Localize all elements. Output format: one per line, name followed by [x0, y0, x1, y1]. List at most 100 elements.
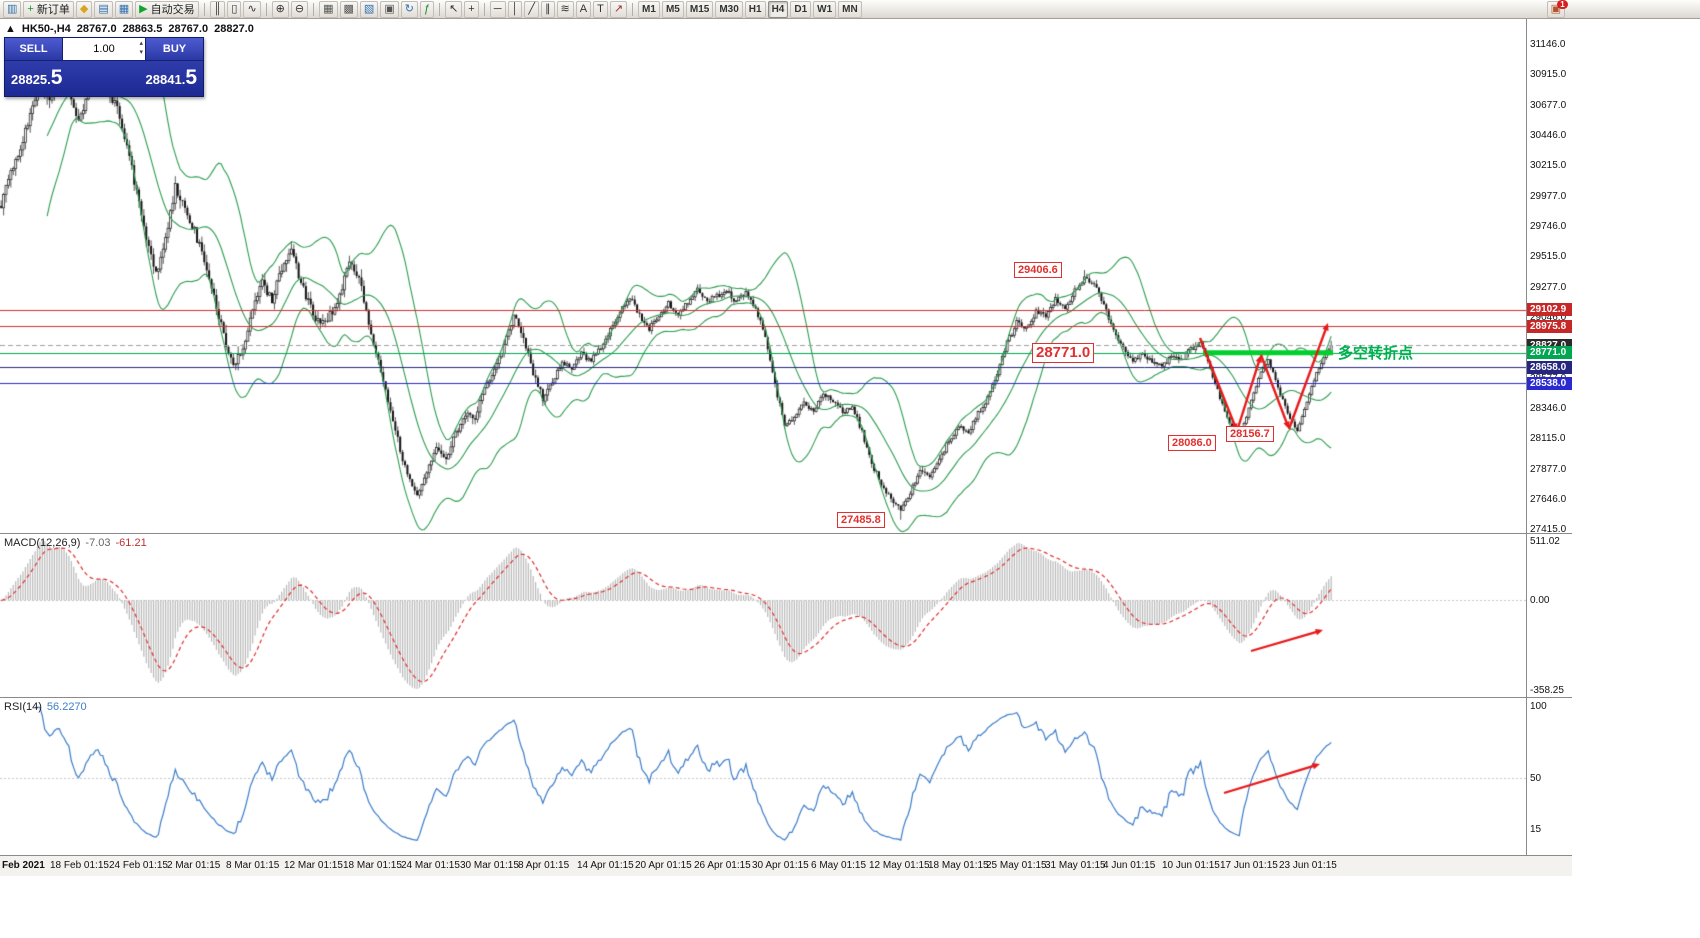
indicators-icon[interactable]: ƒ	[419, 0, 435, 18]
line-chart-icon[interactable]: ∿	[243, 0, 261, 18]
time-axis-label: 30 Apr 01:15	[752, 860, 809, 871]
price-axis-label: 29515.0	[1530, 251, 1567, 263]
price-axis-label: 27877.0	[1530, 463, 1567, 475]
bars-chart-icon[interactable]: ║	[209, 0, 226, 18]
profiles-icon[interactable]: ▣	[380, 0, 399, 18]
toolbar-separator	[265, 2, 267, 16]
channel-icon[interactable]: ∥	[541, 0, 555, 18]
sell-button[interactable]: SELL	[5, 38, 63, 60]
rsi-title: RSI(14)	[4, 701, 42, 713]
rsi-panel-chart[interactable]	[0, 698, 1526, 855]
price-tag: 28975.8	[1527, 319, 1572, 333]
time-axis-label: 30 Mar 01:15	[460, 860, 519, 871]
volume-down-icon[interactable]: ▾	[139, 49, 143, 56]
zoom-in-icon: ⊕	[275, 2, 285, 15]
price-axis-label: 30915.0	[1530, 69, 1567, 81]
timeframe-h4[interactable]: H4	[767, 0, 789, 18]
timeframe-m15[interactable]: M15	[685, 0, 714, 18]
timeframe-m30[interactable]: M30	[715, 0, 743, 18]
price-tag: 28658.0	[1527, 360, 1572, 374]
price-annotation[interactable]: 29406.6	[1014, 262, 1062, 278]
panel-splitter[interactable]	[0, 697, 1572, 698]
pivot-note-text[interactable]: 多空转折点	[1338, 345, 1414, 362]
price-axis-label: 31146.0	[1530, 39, 1566, 50]
volume-field[interactable]: 1.00 ▴ ▾	[63, 38, 145, 60]
label-tool-icon[interactable]: T	[593, 0, 608, 18]
buy-button[interactable]: BUY	[145, 38, 203, 60]
chart-window-icon[interactable]: ▥	[3, 0, 22, 18]
price-annotation[interactable]: 28156.7	[1226, 426, 1274, 442]
macd-axis-label: 0.00	[1530, 595, 1550, 607]
timeframe-m1[interactable]: M1	[638, 0, 660, 18]
trendline-icon: ╱	[528, 2, 536, 15]
price-annotation[interactable]: 28771.0	[1032, 343, 1095, 363]
price-axis-label: 29046.0	[1530, 311, 1567, 323]
candlestick-chart-icon[interactable]: ▯	[227, 0, 242, 18]
text-tool-icon: A	[579, 2, 588, 15]
data-window-icon[interactable]: ▤	[94, 0, 113, 18]
ohlc-open: 28767.0	[76, 23, 117, 35]
crosshair-icon[interactable]: +	[464, 0, 479, 18]
market-watch-icon[interactable]: ◆	[75, 0, 93, 18]
tile-windows-icon: ▦	[323, 2, 334, 15]
macd-value-main: -7.03	[85, 537, 111, 549]
navigator-icon[interactable]: ▦	[114, 0, 134, 18]
macd-indicator-label: MACD(12,26,9) -7.03 -61.21	[4, 537, 147, 549]
macd-panel-chart[interactable]	[0, 534, 1526, 697]
ohlc-high: 28863.5	[122, 23, 163, 35]
time-axis-label: 18 Mar 01:15	[343, 860, 402, 871]
price-axis-label: 30215.0	[1530, 160, 1567, 172]
new-chart-icon[interactable]: ▧	[359, 0, 379, 18]
main-price-chart[interactable]	[0, 19, 1526, 533]
arrows-tool-icon[interactable]: ↗	[609, 0, 628, 18]
vertical-line-icon[interactable]: │	[507, 0, 523, 18]
price-axis-label: 28115.0	[1530, 433, 1566, 444]
cascade-windows-icon[interactable]: ▩	[339, 0, 358, 18]
trendline-icon[interactable]: ╱	[524, 0, 540, 18]
toolbar-separator	[483, 2, 485, 16]
notifications-icon[interactable]: ▣ 1	[1546, 0, 1568, 18]
new-order-button[interactable]: + 新订单	[23, 0, 74, 18]
new-order-button: +	[27, 2, 34, 15]
timeframe-mn[interactable]: MN	[838, 0, 862, 18]
new-chart-icon: ▧	[363, 2, 375, 15]
toolbar-separator	[439, 2, 441, 16]
fibonacci-icon[interactable]: ≋	[556, 0, 574, 18]
volume-up-icon[interactable]: ▴	[139, 40, 143, 47]
timeframe-d1[interactable]: D1	[790, 0, 812, 18]
cursor-icon[interactable]: ↖	[445, 0, 463, 18]
text-tool-icon[interactable]: A	[575, 0, 592, 18]
macd-title: MACD(12,26,9)	[4, 537, 81, 549]
sell-price-big-digit: 5	[50, 66, 63, 89]
zoom-out-icon[interactable]: ⊖	[290, 0, 309, 18]
autotrading-button[interactable]: ▶ 自动交易	[135, 0, 199, 18]
zoom-in-icon[interactable]: ⊕	[271, 0, 289, 18]
timeframe-w1[interactable]: W1	[813, 0, 837, 18]
macd-axis-label: -358.25	[1530, 685, 1564, 696]
period-icon[interactable]: ↻	[400, 0, 418, 18]
cursor-icon: ↖	[449, 2, 459, 15]
axis-separator	[0, 855, 1572, 856]
tile-windows-icon[interactable]: ▦	[319, 0, 338, 18]
zoom-out-icon: ⊖	[294, 2, 305, 15]
horizontal-line-icon[interactable]: ─	[489, 0, 506, 18]
price-annotation[interactable]: 27485.8	[837, 512, 885, 528]
volume-value[interactable]: 1.00	[93, 43, 115, 55]
time-axis-label: 8 Apr 01:15	[518, 860, 570, 871]
trade-panel-collapse-icon[interactable]: ▲	[5, 23, 16, 35]
time-axis-label: 6 May 01:15	[811, 860, 867, 871]
rsi-axis-label: 15	[1530, 823, 1542, 835]
panel-splitter[interactable]	[0, 533, 1572, 534]
data-window-icon: ▤	[98, 2, 109, 15]
timeframe-m5[interactable]: M5	[661, 0, 684, 18]
new-order-button-label: 新订单	[36, 4, 70, 16]
ohlc-low: 28767.0	[168, 23, 209, 35]
price-annotation[interactable]: 28086.0	[1168, 435, 1216, 451]
toolbar-separator	[632, 2, 634, 16]
volume-spinner[interactable]: ▴ ▾	[139, 39, 143, 57]
time-axis-label: 24 Feb 01:15	[109, 860, 168, 871]
timeframe-h1[interactable]: H1	[744, 0, 766, 18]
horizontal-line-icon: ─	[493, 2, 502, 15]
buy-price: 28841. 5	[146, 66, 197, 90]
one-click-trading-panel: SELL 1.00 ▴ ▾ BUY 28825. 5 28841. 5	[4, 37, 204, 97]
